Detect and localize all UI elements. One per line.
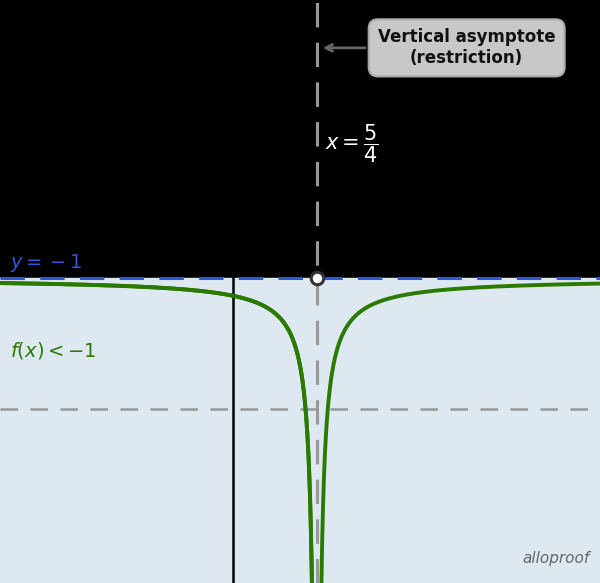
Text: Vertical asymptote
(restriction): Vertical asymptote (restriction)	[326, 29, 556, 67]
Text: $y = -1$: $y = -1$	[10, 252, 83, 274]
Text: $f(x) < -1$: $f(x) < -1$	[10, 340, 97, 361]
Text: $x=\dfrac{5}{4}$: $x=\dfrac{5}{4}$	[325, 122, 379, 165]
Text: alloproof: alloproof	[523, 550, 590, 566]
